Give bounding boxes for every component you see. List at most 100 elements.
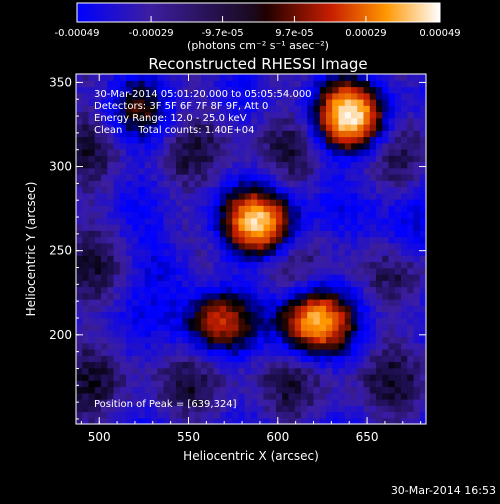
heatmap-cell bbox=[294, 336, 302, 344]
heatmap-cell bbox=[213, 192, 221, 200]
heatmap-cell bbox=[307, 92, 315, 100]
heatmap-cell bbox=[194, 86, 202, 94]
heatmap-cell bbox=[82, 180, 90, 188]
heatmap-cell bbox=[157, 217, 165, 225]
heatmap-cell bbox=[307, 211, 315, 219]
heatmap-cell bbox=[176, 92, 183, 100]
heatmap-cell bbox=[213, 349, 221, 356]
heatmap-cell bbox=[232, 142, 240, 150]
heatmap-cell bbox=[113, 199, 121, 206]
heatmap-cell bbox=[413, 355, 421, 363]
heatmap-cell bbox=[157, 255, 165, 263]
heatmap-cell bbox=[119, 224, 127, 231]
heatmap-cell bbox=[219, 380, 227, 388]
heatmap-cell bbox=[388, 355, 396, 363]
heatmap-cell bbox=[369, 142, 377, 150]
heatmap-cell bbox=[194, 267, 202, 275]
heatmap-cell bbox=[413, 349, 421, 356]
heatmap-cell bbox=[194, 355, 202, 363]
heatmap-cell bbox=[382, 255, 390, 263]
heatmap-cell bbox=[313, 230, 321, 238]
heatmap-cell bbox=[338, 142, 346, 150]
heatmap-cell bbox=[344, 230, 352, 238]
heatmap-cell bbox=[188, 105, 196, 113]
heatmap-cell bbox=[251, 417, 258, 425]
heatmap-cell bbox=[188, 174, 196, 181]
heatmap-cell bbox=[182, 236, 190, 244]
heatmap-cell bbox=[82, 124, 90, 131]
heatmap-cell bbox=[263, 342, 271, 350]
heatmap-cell bbox=[319, 317, 327, 325]
heatmap-cell bbox=[157, 330, 165, 338]
heatmap-cell bbox=[319, 149, 327, 156]
heatmap-cell bbox=[351, 192, 358, 200]
heatmap-cell bbox=[207, 299, 215, 306]
heatmap-cell bbox=[157, 155, 165, 163]
heatmap-cell bbox=[363, 299, 371, 306]
heatmap-cell bbox=[251, 261, 258, 269]
heatmap-cell bbox=[176, 74, 183, 81]
heatmap-cell bbox=[257, 211, 265, 219]
heatmap-cell bbox=[294, 249, 302, 256]
heatmap-cell bbox=[144, 236, 152, 244]
heatmap-cell bbox=[313, 86, 321, 94]
heatmap-cell bbox=[288, 411, 296, 419]
heatmap-cell bbox=[176, 230, 183, 238]
colorbar-tick-label: -9.7e-05 bbox=[202, 28, 244, 39]
heatmap-cell bbox=[319, 199, 327, 206]
heatmap-cell bbox=[244, 280, 252, 288]
heatmap-cell bbox=[94, 92, 102, 100]
heatmap-cell bbox=[182, 174, 190, 181]
heatmap-cell bbox=[269, 149, 277, 156]
heatmap-cell bbox=[251, 205, 258, 213]
heatmap-cell bbox=[369, 311, 377, 319]
heatmap-cell bbox=[319, 392, 327, 400]
heatmap-cell bbox=[338, 261, 346, 269]
heatmap-cell bbox=[407, 342, 415, 350]
heatmap-cell bbox=[113, 292, 121, 300]
heatmap-cell bbox=[182, 367, 190, 375]
heatmap-cell bbox=[82, 255, 90, 263]
heatmap-cell bbox=[263, 286, 271, 294]
heatmap-cell bbox=[219, 186, 227, 194]
heatmap-cell bbox=[163, 186, 171, 194]
heatmap-cell bbox=[88, 405, 96, 413]
heatmap-cell bbox=[301, 230, 308, 238]
heatmap-cell bbox=[126, 180, 133, 188]
heatmap-cell bbox=[363, 392, 371, 400]
heatmap-cell bbox=[401, 367, 408, 375]
heatmap-cell bbox=[232, 174, 240, 181]
heatmap-cell bbox=[263, 336, 271, 344]
heatmap-cell bbox=[276, 199, 283, 206]
heatmap-cell bbox=[294, 124, 302, 131]
heatmap-cell bbox=[82, 161, 90, 169]
heatmap-cell bbox=[294, 224, 302, 231]
heatmap-cell bbox=[144, 399, 152, 406]
heatmap-cell bbox=[301, 342, 308, 350]
heatmap-cell bbox=[363, 336, 371, 344]
heatmap-cell bbox=[107, 174, 115, 181]
heatmap-cell bbox=[157, 417, 165, 425]
heatmap-cell bbox=[344, 142, 352, 150]
heatmap-cell bbox=[119, 305, 127, 313]
heatmap-cell bbox=[382, 411, 390, 419]
heatmap-cell bbox=[132, 136, 140, 144]
heatmap-cell bbox=[357, 217, 365, 225]
heatmap-cell bbox=[419, 111, 427, 119]
heatmap-cell bbox=[413, 361, 421, 369]
heatmap-cell bbox=[157, 180, 165, 188]
heatmap-cell bbox=[107, 411, 115, 419]
heatmap-cell bbox=[326, 117, 333, 125]
heatmap-cell bbox=[413, 417, 421, 425]
heatmap-cell bbox=[176, 180, 183, 188]
heatmap-cell bbox=[169, 155, 177, 163]
heatmap-cell bbox=[413, 180, 421, 188]
heatmap-cell bbox=[213, 286, 221, 294]
heatmap-cell bbox=[269, 349, 277, 356]
heatmap-cell bbox=[101, 105, 108, 113]
heatmap-cell bbox=[263, 180, 271, 188]
heatmap-cell bbox=[232, 236, 240, 244]
heatmap-cell bbox=[344, 111, 352, 119]
heatmap-cell bbox=[419, 255, 427, 263]
heatmap-cell bbox=[257, 174, 265, 181]
